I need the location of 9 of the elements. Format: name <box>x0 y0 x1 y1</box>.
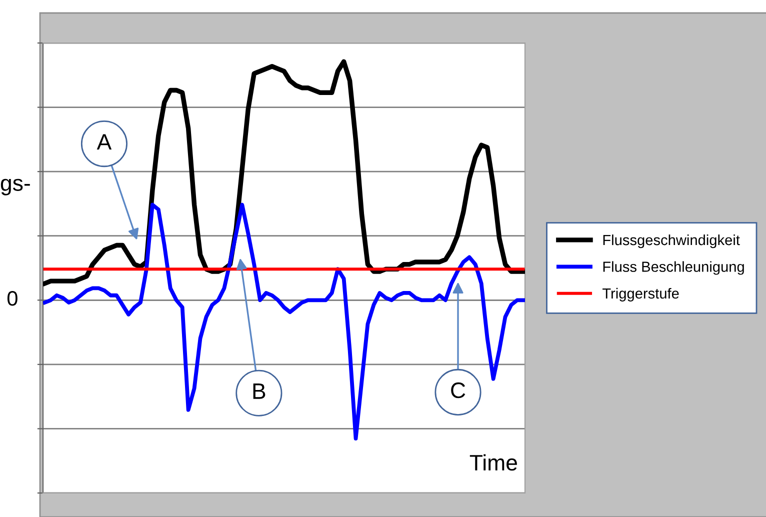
legend-label: Flussgeschwindigkeit <box>603 234 740 248</box>
annotation: C <box>451 382 466 398</box>
annotation: B <box>253 384 266 399</box>
annotation: A <box>96 134 112 150</box>
legend-label: Fluss Beschleunigung <box>603 261 744 275</box>
legend-label: Triggerstufe <box>602 288 679 302</box>
x-axis-title: Time <box>470 454 517 471</box>
ref-line-label: 0 <box>7 290 18 306</box>
y-axis-title: gs- <box>0 178 30 196</box>
